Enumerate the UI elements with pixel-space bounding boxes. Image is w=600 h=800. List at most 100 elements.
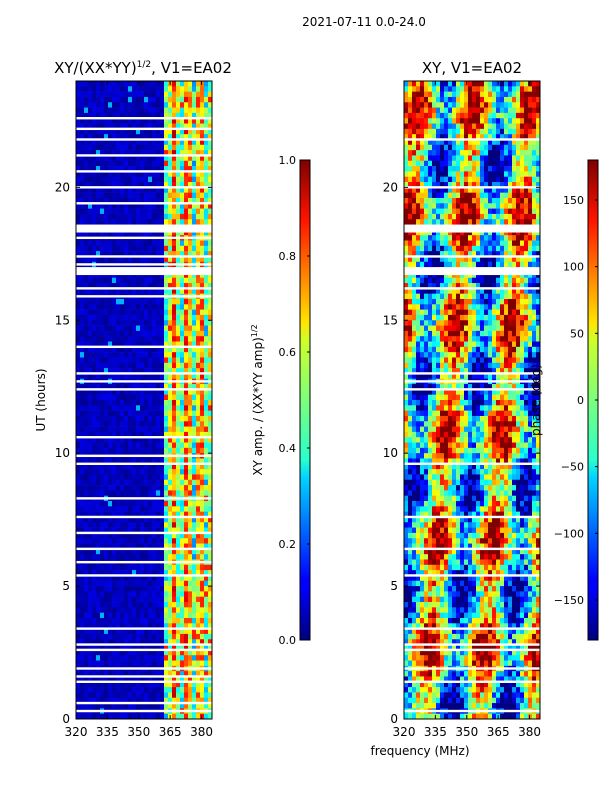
amplitude-heatmap-cell (132, 644, 137, 651)
amplitude-heatmap-cell (112, 325, 117, 332)
amplitude-heatmap-cell (104, 671, 109, 677)
amplitude-heatmap-cell (104, 341, 109, 348)
phase-heatmap-cell (528, 197, 533, 204)
amplitude-heatmap-cell (204, 692, 209, 699)
amplitude-heatmap-cell (184, 81, 189, 87)
phase-heatmap-cell (516, 128, 521, 135)
phase-heatmap-cell (440, 166, 445, 172)
amplitude-heatmap-cell (88, 304, 93, 310)
phase-heatmap-cell (520, 187, 525, 193)
amplitude-heatmap-cell (100, 554, 105, 560)
amplitude-heatmap-cell (132, 400, 137, 406)
amplitude-heatmap-cell (204, 346, 209, 353)
amplitude-heatmap-cell (192, 527, 197, 534)
amplitude-heatmap-cell (148, 219, 153, 225)
amplitude-heatmap-cell (116, 554, 121, 560)
phase-heatmap-cell (424, 155, 429, 162)
phase-heatmap-cell (408, 176, 413, 183)
phase-heatmap-cell (472, 107, 477, 114)
amplitude-heatmap-cell (96, 182, 101, 188)
amplitude-heatmap-cell (88, 671, 93, 677)
phase-heatmap-cell (448, 102, 453, 108)
amplitude-heatmap-cell (180, 463, 185, 470)
amplitude-heatmap-cell (80, 628, 85, 635)
amplitude-heatmap-cell (184, 591, 189, 598)
amplitude-heatmap-cell (120, 203, 125, 209)
phase-heatmap-cell (424, 192, 429, 199)
amplitude-heatmap-cell (120, 384, 125, 390)
amplitude-heatmap-cell (180, 96, 185, 103)
phase-heatmap-cell (480, 123, 485, 130)
amplitude-heatmap-cell (168, 692, 173, 699)
amplitude-heatmap-cell (160, 192, 165, 199)
phase-heatmap-cell (480, 107, 485, 114)
amplitude-heatmap-cell (76, 320, 81, 326)
amplitude-heatmap-cell (108, 176, 113, 183)
amplitude-heatmap-cell (128, 463, 133, 470)
amplitude-heatmap-cell (140, 368, 145, 374)
amplitude-heatmap-cell (136, 660, 141, 667)
amplitude-blank-row (76, 675, 212, 678)
amplitude-heatmap-cell (156, 617, 161, 624)
amplitude-heatmap-cell (164, 644, 169, 651)
amplitude-heatmap-cell (148, 102, 153, 108)
amplitude-heatmap-cell (168, 591, 173, 598)
amplitude-heatmap-cell (196, 86, 201, 92)
amplitude-heatmap-cell (124, 575, 129, 582)
amplitude-heatmap-cell (92, 251, 97, 257)
amplitude-heatmap-cell (156, 633, 161, 640)
amplitude-heatmap-cell (104, 655, 109, 661)
amplitude-heatmap-cell (164, 91, 169, 98)
amplitude-heatmap-cell (148, 522, 153, 528)
amplitude-heatmap-cell (92, 357, 97, 364)
amplitude-heatmap-cell (88, 501, 93, 507)
amplitude-heatmap-cell (148, 479, 153, 486)
amplitude-heatmap-cell (120, 298, 125, 305)
amplitude-heatmap-cell (196, 681, 201, 688)
amplitude-heatmap-cell (180, 447, 185, 454)
amplitude-heatmap-cell (80, 197, 85, 204)
phase-heatmap-cell (536, 166, 541, 172)
amplitude-heatmap-cell (184, 400, 189, 406)
phase-heatmap-cell (456, 176, 461, 183)
amplitude-heatmap-cell (108, 362, 113, 369)
amplitude-heatmap-cell (120, 272, 125, 279)
amplitude-heatmap-cell (100, 102, 105, 108)
amplitude-heatmap-cell (144, 192, 149, 199)
amplitude-heatmap-cell (112, 373, 117, 380)
phase-heatmap-cell (452, 128, 457, 135)
amplitude-heatmap-cell (132, 649, 137, 656)
phase-heatmap-cell (532, 123, 537, 130)
phase-heatmap-cell (444, 102, 449, 108)
phase-heatmap-cell (488, 203, 493, 209)
amplitude-heatmap-cell (120, 240, 125, 247)
amplitude-heatmap-cell (200, 554, 205, 560)
amplitude-heatmap-cell (204, 91, 209, 98)
amplitude-heatmap-cell (152, 330, 157, 337)
amplitude-heatmap-cell (96, 612, 101, 619)
amplitude-heatmap-cell (184, 160, 189, 167)
amplitude-heatmap-cell (148, 91, 153, 98)
phase-heatmap-cell (444, 171, 449, 177)
amplitude-heatmap-cell (192, 368, 197, 374)
amplitude-colorbar-label: XY amp. / (XX*YY amp)1/2 (250, 324, 265, 475)
amplitude-heatmap-cell (164, 596, 169, 603)
amplitude-heatmap-cell (208, 139, 213, 146)
amplitude-heatmap-cell (152, 325, 157, 332)
phase-heatmap-cell (516, 192, 521, 199)
phase-heatmap-cell (412, 139, 417, 146)
amplitude-heatmap-cell (208, 96, 213, 103)
phase-heatmap-cell (428, 171, 433, 177)
amplitude-heatmap-cell (196, 182, 201, 188)
amplitude-heatmap-cell (104, 463, 109, 470)
amplitude-heatmap-cell (172, 639, 177, 645)
amplitude-heatmap-cell (136, 123, 141, 130)
amplitude-heatmap-cell (136, 155, 141, 162)
amplitude-heatmap-cell (188, 676, 193, 683)
amplitude-heatmap-cell (116, 91, 121, 98)
phase-heatmap-cell (516, 144, 521, 151)
amplitude-heatmap-cell (76, 394, 81, 401)
amplitude-heatmap-cell (192, 134, 197, 140)
amplitude-heatmap-cell (108, 532, 113, 539)
amplitude-heatmap-cell (196, 304, 201, 310)
